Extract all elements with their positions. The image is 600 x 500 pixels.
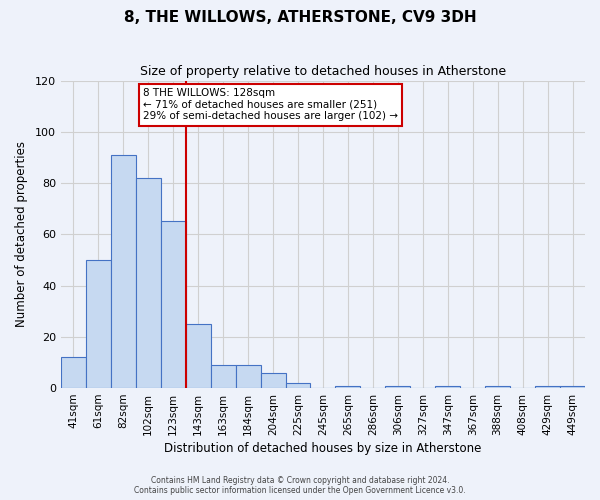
Bar bbox=[86, 260, 111, 388]
Text: 8, THE WILLOWS, ATHERSTONE, CV9 3DH: 8, THE WILLOWS, ATHERSTONE, CV9 3DH bbox=[124, 10, 476, 25]
Y-axis label: Number of detached properties: Number of detached properties bbox=[15, 142, 28, 328]
Bar bbox=[111, 155, 136, 388]
Bar bbox=[236, 365, 260, 388]
Bar bbox=[535, 386, 560, 388]
Bar bbox=[61, 358, 86, 388]
Bar bbox=[260, 372, 286, 388]
Bar bbox=[335, 386, 361, 388]
Bar bbox=[186, 324, 211, 388]
Bar bbox=[485, 386, 510, 388]
Bar bbox=[161, 222, 186, 388]
Bar bbox=[286, 383, 310, 388]
Title: Size of property relative to detached houses in Atherstone: Size of property relative to detached ho… bbox=[140, 65, 506, 78]
Bar bbox=[560, 386, 585, 388]
X-axis label: Distribution of detached houses by size in Atherstone: Distribution of detached houses by size … bbox=[164, 442, 482, 455]
Text: 8 THE WILLOWS: 128sqm
← 71% of detached houses are smaller (251)
29% of semi-det: 8 THE WILLOWS: 128sqm ← 71% of detached … bbox=[143, 88, 398, 122]
Text: Contains HM Land Registry data © Crown copyright and database right 2024.
Contai: Contains HM Land Registry data © Crown c… bbox=[134, 476, 466, 495]
Bar bbox=[211, 365, 236, 388]
Bar bbox=[385, 386, 410, 388]
Bar bbox=[136, 178, 161, 388]
Bar bbox=[435, 386, 460, 388]
